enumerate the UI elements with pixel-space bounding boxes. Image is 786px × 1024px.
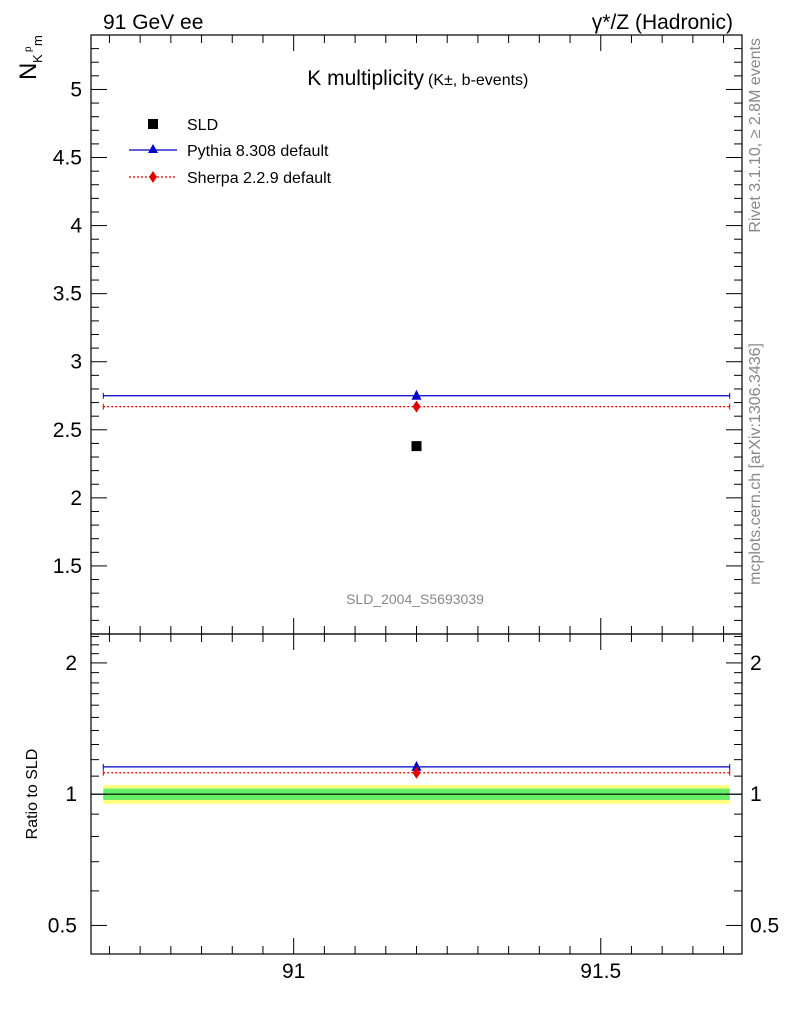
data-point-sld — [411, 441, 422, 452]
watermark: SLD_2004_S5693039 — [346, 591, 484, 607]
main-ytick-label: 1.5 — [53, 555, 82, 578]
ratio-ytick-label-right: 1 — [750, 783, 762, 806]
ratio-point-sherpa — [412, 766, 421, 779]
legend-marker-sld — [148, 119, 158, 129]
header-left: 91 GeV ee — [103, 11, 203, 34]
ratio-band — [91, 784, 742, 804]
header-right: γ*/Z (Hadronic) — [592, 11, 733, 34]
ratio-ticks: 0.5 0.5 1 1 2 2 91 91.5 — [48, 634, 779, 983]
legend-marker-pythia — [148, 144, 158, 153]
ratio-point-pythia — [411, 760, 422, 771]
main-ticks: 1.5 2 2.5 3 3.5 4 4.5 5 — [53, 35, 742, 634]
main-ytick-label: 2 — [70, 487, 82, 510]
legend-label-pythia: Pythia 8.308 default — [187, 143, 329, 160]
ratio-xtick-label: 91.5 — [580, 960, 621, 983]
main-ytick-label: 5 — [70, 78, 82, 101]
rivet-label: Rivet 3.1.10, ≥ 2.8M events — [747, 38, 764, 233]
main-ytick-label: 2.5 — [53, 419, 82, 442]
mcplots-label: mcplots.cern.ch [arXiv:1306.3436] — [747, 343, 764, 585]
ratio-ylabel: Ratio to SLD — [24, 749, 41, 840]
ratio-xtick-label: 91 — [282, 960, 305, 983]
ylabel-sub2: m — [30, 35, 45, 46]
ratio-ytick-label-right: 2 — [750, 652, 762, 675]
ylabel-sub: K — [30, 54, 45, 63]
chart-title: K multiplicity — [307, 67, 424, 90]
legend-label-sld: SLD — [187, 117, 218, 134]
ratio-marks — [102, 760, 731, 779]
ratio-ytick-label-left: 0.5 — [48, 914, 77, 937]
main-panel: 1.5 2 2.5 3 3.5 4 4.5 5 K multiplicity (K±, b-e… — [15, 34, 743, 635]
legend-marker-sherpa — [149, 171, 157, 183]
ratio-ytick-label-left: 2 — [65, 652, 77, 675]
ylabel-sup: p — [23, 46, 34, 52]
main-ytick-label: 4.5 — [53, 147, 82, 170]
main-ylabel: N K p m — [15, 35, 45, 80]
ratio-frame — [90, 633, 743, 955]
ylabel-n: N — [15, 63, 42, 80]
main-ytick-label: 4 — [70, 215, 82, 238]
ratio-ytick-label-left: 1 — [65, 783, 77, 806]
main-ytick-label: 3 — [70, 351, 82, 374]
ratio-ytick-label-right: 0.5 — [750, 914, 779, 937]
data-point-sherpa — [412, 400, 421, 413]
main-ytick-label: 3.5 — [53, 283, 82, 306]
chart-title-suffix: (K±, b-events) — [428, 72, 528, 89]
ratio-panel: 0.5 0.5 1 1 2 2 91 91.5 Ratio to SLD — [24, 633, 779, 983]
legend: SLD Pythia 8.308 default Sherpa 2.2.9 de… — [129, 117, 332, 187]
legend-label-sherpa: Sherpa 2.2.9 default — [187, 170, 332, 187]
data-point-pythia — [411, 389, 422, 400]
main-marks — [102, 389, 731, 452]
